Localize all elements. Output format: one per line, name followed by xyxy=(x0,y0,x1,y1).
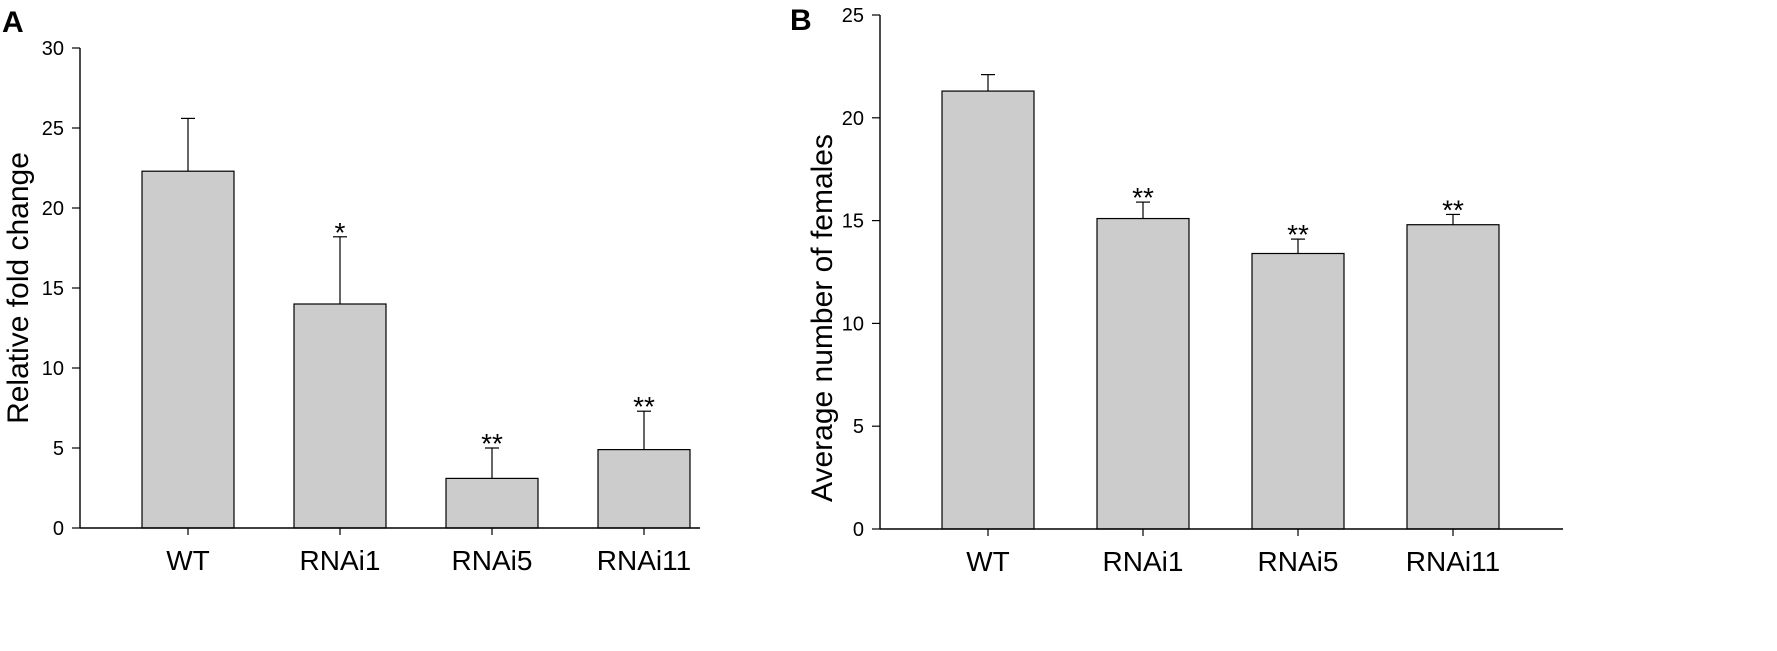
x-tick-label: RNAi1 xyxy=(1103,546,1184,577)
panel-label: B xyxy=(790,4,812,37)
y-tick-label: 25 xyxy=(42,118,64,140)
significance-marker: ** xyxy=(1132,182,1154,213)
y-tick-label: 0 xyxy=(853,519,864,541)
y-axis-label: Average number of females xyxy=(806,134,839,502)
significance-marker: ** xyxy=(1287,219,1309,250)
y-tick-label: 10 xyxy=(842,313,864,335)
x-tick-label: WT xyxy=(166,545,210,576)
y-tick-label: 0 xyxy=(53,518,64,540)
chart-a: A Relative fold change WT * RNAi1 ** RNAi5 ** RN… xyxy=(2,6,700,576)
y-tick-label: 20 xyxy=(842,108,864,130)
y-tick-label: 15 xyxy=(42,278,64,300)
y-tick-label: 5 xyxy=(53,438,64,460)
bar-rnai11 xyxy=(597,449,691,529)
y-tick-label: 20 xyxy=(42,198,64,220)
bar-rnai5 xyxy=(445,477,539,529)
y-axis-label: Relative fold change xyxy=(2,152,35,424)
significance-marker: ** xyxy=(633,391,655,422)
x-tick-label: RNAi5 xyxy=(452,545,533,576)
x-tick-label: RNAi11 xyxy=(597,545,691,576)
x-tick-label: WT xyxy=(966,546,1010,577)
x-tick-label: RNAi1 xyxy=(300,545,381,576)
x-tick-label: RNAi5 xyxy=(1258,546,1339,577)
y-tick-label: 10 xyxy=(42,358,64,380)
bar-wt xyxy=(941,90,1035,530)
x-tick-label: RNAi11 xyxy=(1406,546,1500,577)
bar-rnai11 xyxy=(1406,224,1500,530)
significance-marker: ** xyxy=(1442,194,1464,225)
y-tick-label: 30 xyxy=(42,38,64,60)
bar-rnai1 xyxy=(1096,217,1190,530)
bar-rnai5 xyxy=(1251,252,1345,530)
y-tick-label: 5 xyxy=(853,416,864,438)
bar-rnai1 xyxy=(293,303,387,529)
chart-b: B Average number of females WT ** RNAi1 ** RNA… xyxy=(790,4,1563,577)
y-tick-label: 15 xyxy=(842,211,864,233)
significance-marker: ** xyxy=(481,428,503,459)
panel-label: A xyxy=(2,6,24,39)
significance-marker: * xyxy=(335,217,346,248)
y-tick-label: 25 xyxy=(842,5,864,27)
bar-wt xyxy=(141,170,235,529)
